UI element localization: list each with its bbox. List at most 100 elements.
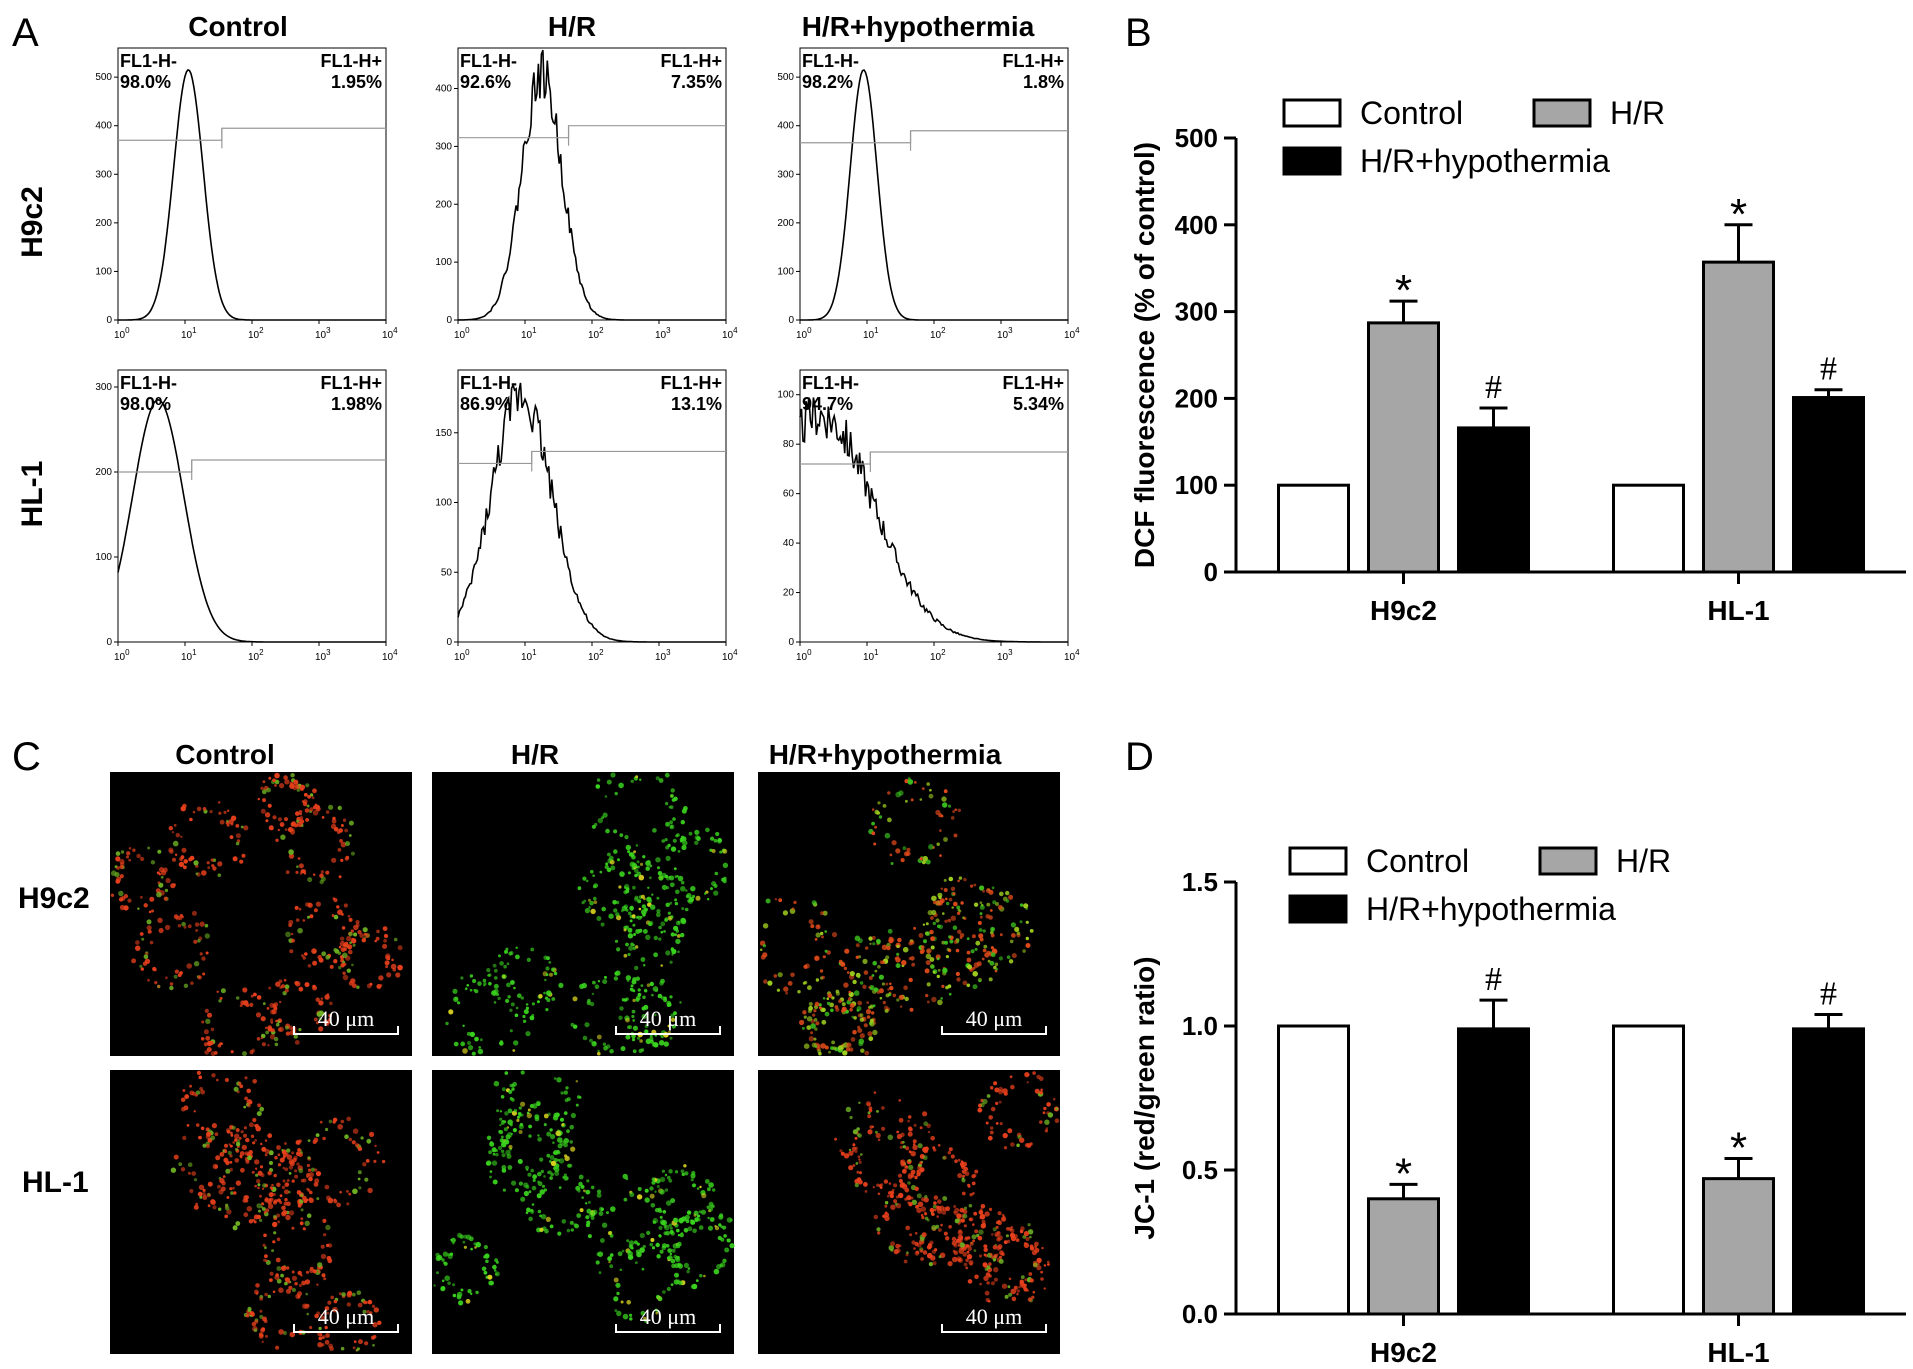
mitochondria-dot	[637, 992, 642, 997]
y-tick-label: 400	[777, 121, 794, 132]
mitochondria-dot	[826, 997, 830, 1000]
micrograph-1-1: 40 μm	[432, 1070, 735, 1354]
mitochondria-dot	[972, 1223, 975, 1226]
mitochondria-dot	[243, 1133, 247, 1138]
mitochondria-dot	[146, 919, 152, 925]
mitochondria-dot	[639, 1232, 645, 1239]
mitochondria-dot	[889, 985, 894, 991]
mitochondria-dot	[631, 1009, 636, 1014]
mitochondria-dot	[152, 966, 157, 972]
mitochondria-dot	[436, 1271, 439, 1275]
mitochondria-dot	[281, 1185, 286, 1190]
mitochondria-dot	[291, 1288, 296, 1292]
mitochondria-dot	[624, 925, 630, 930]
legend-swatch	[1288, 894, 1348, 924]
mitochondria-dot	[1025, 936, 1030, 941]
mitochondria-dot	[963, 1224, 968, 1228]
mitochondria-dot	[895, 848, 901, 854]
mitochondria-dot	[293, 779, 299, 785]
mitochondria-dot	[367, 1187, 373, 1194]
mitochondria-dot	[894, 1202, 898, 1206]
mitochondria-dot	[607, 852, 611, 857]
significance-hash: #	[1485, 369, 1502, 406]
mitochondria-dot	[988, 915, 993, 920]
mitochondria-dot	[926, 1218, 930, 1222]
mitochondria-dot	[308, 1176, 313, 1182]
mitochondria-dot	[456, 1294, 462, 1300]
mitochondria-dot	[268, 776, 272, 780]
mitochondria-dot	[248, 1100, 253, 1105]
mitochondria-dot	[966, 950, 971, 955]
mitochondria-dot	[872, 1004, 876, 1008]
mitochondria-dot	[312, 805, 317, 810]
mitochondria-dot	[996, 1245, 1002, 1251]
mitochondria-dot	[593, 896, 597, 901]
scale-bar	[293, 1026, 399, 1035]
mitochondria-dot	[320, 997, 323, 1000]
mitochondria-dot	[447, 1281, 451, 1285]
mitochondria-dot	[664, 772, 670, 778]
mitochondria-dot	[321, 951, 327, 957]
mitochondria-dot	[898, 1192, 904, 1199]
mitochondria-dot	[594, 984, 600, 989]
mitochondria-dot	[355, 1143, 360, 1148]
mitochondria-dot	[925, 993, 929, 998]
mitochondria-dot	[562, 1175, 566, 1179]
mitochondria-dot	[981, 1219, 986, 1224]
mitochondria-dot	[216, 1078, 219, 1082]
mitochondria-dot	[183, 859, 188, 864]
mitochondria-dot	[913, 1123, 917, 1127]
mitochondria-dot	[690, 1178, 694, 1182]
mitochondria-dot	[501, 1087, 506, 1092]
mitochondria-dot	[195, 872, 199, 876]
mitochondria-dot	[726, 1238, 729, 1242]
mitochondria-dot	[913, 781, 917, 784]
mitochondria-dot	[660, 964, 663, 967]
y-tick-label: 500	[95, 72, 112, 83]
mitochondria-dot	[196, 806, 202, 812]
mitochondria-dot	[607, 1231, 612, 1236]
mitochondria-dot	[948, 876, 954, 882]
mitochondria-dot	[575, 1185, 581, 1191]
mitochondria-dot	[269, 1002, 275, 1009]
mitochondria-dot	[602, 979, 608, 985]
mitochondria-dot	[814, 938, 818, 941]
mitochondria-dot	[868, 1036, 874, 1042]
mitochondria-dot	[488, 973, 492, 977]
y-tick-label: 40	[783, 538, 795, 549]
mitochondria-dot	[189, 1188, 194, 1194]
mitochondria-dot	[550, 967, 555, 972]
mitochondria-dot	[283, 978, 287, 982]
mitochondria-dot	[296, 865, 299, 869]
mitochondria-dot	[1019, 920, 1023, 924]
mitochondria-dot	[1046, 1102, 1051, 1107]
mitochondria-dot	[500, 1149, 505, 1154]
mitochondria-dot	[235, 996, 240, 1000]
legend-label: H/R	[1610, 95, 1665, 131]
mitochondria-dot	[957, 879, 960, 883]
mitochondria-dot	[573, 1026, 576, 1029]
mitochondria-dot	[136, 853, 141, 859]
mitochondria-dot	[857, 1133, 862, 1138]
mitochondria-dot	[376, 984, 382, 989]
mitochondria-dot	[549, 972, 553, 977]
mitochondria-dot	[946, 901, 950, 906]
mitochondria-dot	[504, 1071, 509, 1075]
mitochondria-dot	[819, 1006, 822, 1010]
mitochondria-dot	[1008, 1227, 1013, 1231]
mitochondria-dot	[272, 1200, 277, 1205]
mitochondria-dot	[338, 945, 342, 949]
mitochondria-dot	[322, 1218, 327, 1223]
mitochondria-dot	[1024, 1072, 1030, 1078]
mitochondria-dot	[616, 1291, 620, 1296]
mitochondria-dot	[294, 1282, 298, 1286]
mitochondria-dot	[857, 1028, 863, 1033]
mitochondria-dot	[634, 1240, 638, 1245]
mitochondria-dot	[869, 1125, 873, 1129]
mitochondria-dot	[864, 1190, 868, 1193]
mitochondria-dot	[285, 931, 291, 938]
mitochondria-dot	[294, 1040, 300, 1045]
mitochondria-dot	[324, 1184, 330, 1190]
mitochondria-dot	[271, 1183, 274, 1187]
